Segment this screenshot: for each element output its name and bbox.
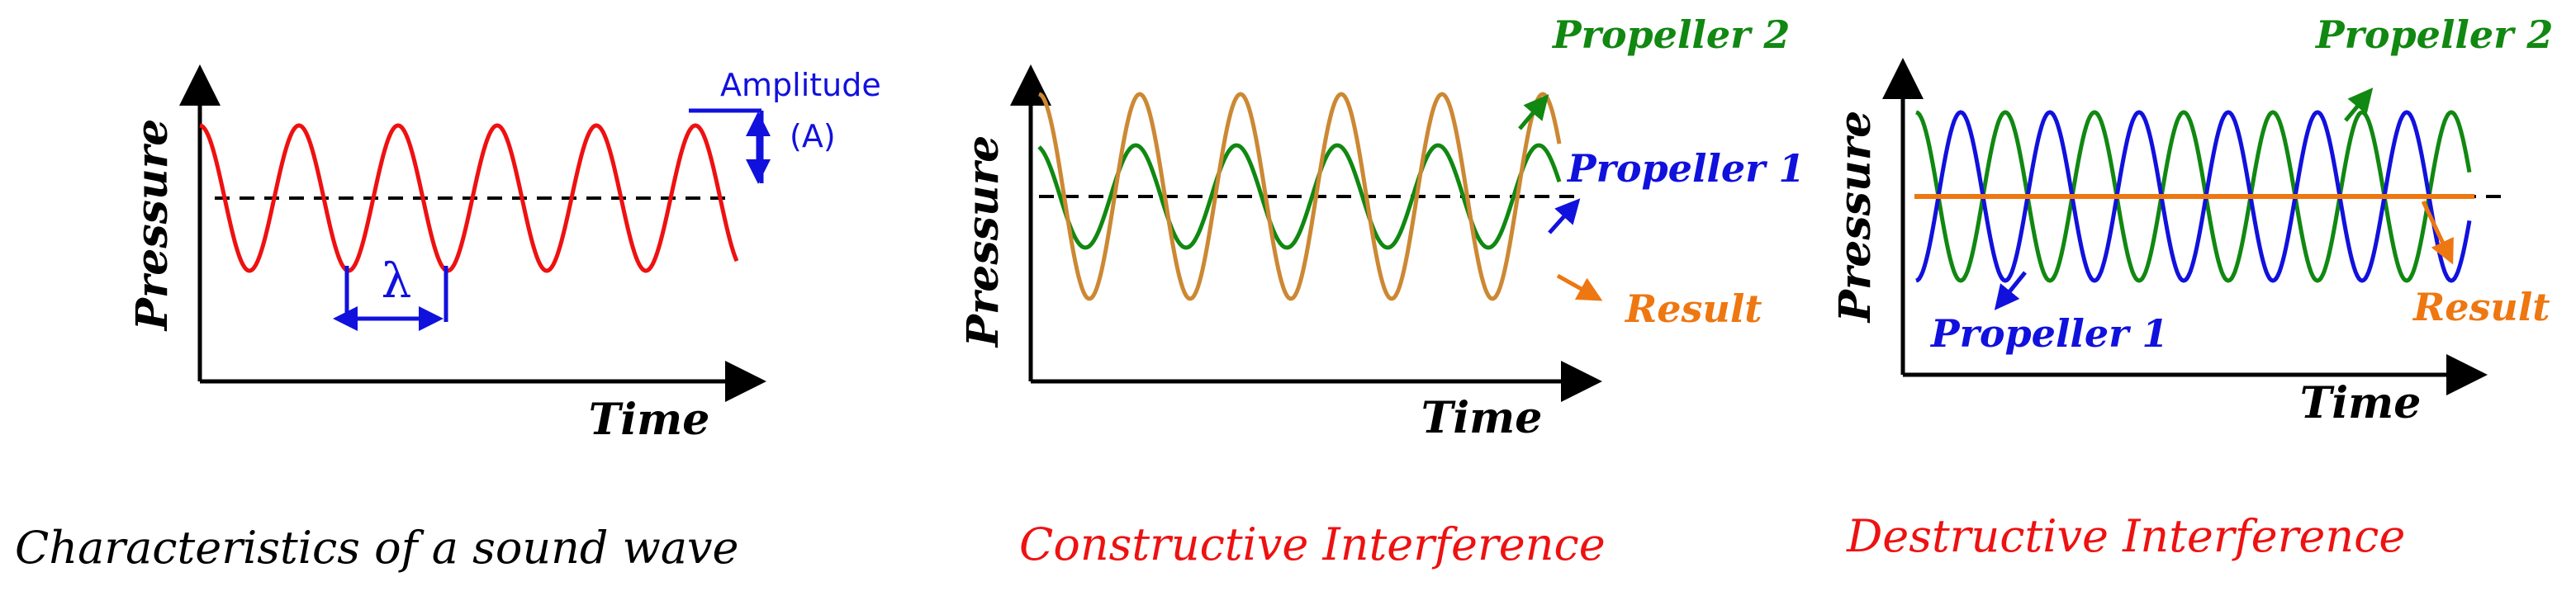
propeller-2-label: Propeller 2 [2314,12,2553,57]
result-pointer [1556,273,1603,301]
propeller-2-pointer [2344,88,2374,122]
propeller-1-wave [1915,110,2472,283]
amplitude-label: Amplitude [720,67,881,103]
propeller-2-label: Propeller 2 [1551,12,1790,57]
x-axis-label: Time [589,395,710,445]
panel-constructive-interference: Propeller 2 Propeller 1 Result Pressure … [958,12,1805,570]
propeller-1-pointer [1548,198,1581,234]
propeller-2-pointer [1518,94,1549,130]
x-axis-label: Time [2300,378,2422,428]
result-pointer [2421,200,2454,265]
y-axis-label: Pressure [1830,111,1881,324]
propeller-2-wave [1915,110,2472,283]
wavelength-symbol: λ [382,253,412,309]
result-label: Result [2412,285,2550,329]
x-axis-label: Time [1421,393,1543,443]
panel-caption: Characteristics of a sound wave [15,522,739,574]
panel-sound-wave: Amplitude (A) λ Pressure Time Characteri… [15,64,881,574]
propeller-1-pointer [1994,271,2027,310]
panel-caption: Destructive Interference [1846,510,2405,562]
panel-caption: Constructive Interference [1019,518,1606,570]
sound-wave-curve [199,123,739,273]
amplitude-symbol-label: (A) [790,118,836,154]
result-label: Result [1624,286,1762,331]
result-wave [1038,92,1562,301]
y-axis-label: Pressure [958,135,1008,348]
propeller-1-label: Propeller 1 [1929,311,2168,356]
y-axis-label: Pressure [127,119,178,332]
propeller-1-label: Propeller 1 [1566,146,1805,191]
panel-destructive-interference: Propeller 2 Propeller 1 Result Pressure … [1830,12,2553,562]
